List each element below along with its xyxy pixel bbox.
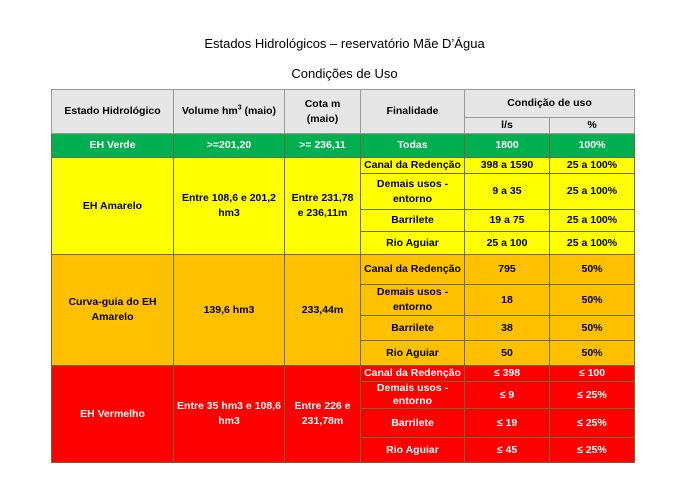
table-row: EH Amarelo Entre 108,6 e 201,2 hm3 Entre… xyxy=(51,157,635,255)
table-row: Rio Aguiar 50 50% xyxy=(52,340,635,366)
header-estado: Estado Hidrológico xyxy=(51,89,174,134)
pct-cell: 50% xyxy=(549,315,635,341)
table-row: Demais usos - entorno 9 a 35 25 a 100% xyxy=(52,173,635,210)
finalidade-cell: Barrilete xyxy=(360,209,465,232)
ls-cell: 38 xyxy=(464,315,550,341)
ls-cell: 398 a 1590 xyxy=(464,157,550,174)
pct-cell: 25 a 100% xyxy=(549,173,635,210)
volume-cell: 139,6 hm3 xyxy=(173,254,285,366)
finalidade-cell: Canal da Redenção xyxy=(360,365,465,382)
header-volume: Volume hm3 (maio) xyxy=(173,89,285,134)
table-row: Barrilete 19 a 75 25 a 100% xyxy=(52,209,635,232)
ls-cell: ≤ 398 xyxy=(464,365,550,382)
header-ls: l/s xyxy=(464,117,550,134)
header-cota: Cota m (maio) xyxy=(284,89,361,134)
ls-cell: 19 a 75 xyxy=(464,209,550,232)
ls-cell: 9 a 35 xyxy=(464,173,550,210)
table-row: Barrilete ≤ 19 ≤ 25% xyxy=(52,408,635,438)
estado-cell: EH Vermelho xyxy=(51,365,174,463)
pct-cell: 25 a 100% xyxy=(549,209,635,232)
ls-cell: 50 xyxy=(464,340,550,366)
finalidade-cell: Rio Aguiar xyxy=(360,231,465,255)
pct-cell: ≤ 25% xyxy=(549,437,635,463)
finalidade-cell: Demais usos - entorno xyxy=(360,284,465,316)
ls-cell: 25 a 100 xyxy=(464,231,550,255)
ls-cell: 18 xyxy=(464,284,550,316)
pct-cell: 50% xyxy=(549,284,635,316)
finalidade-cell: Todas xyxy=(360,133,465,158)
table-row: Rio Aguiar ≤ 45 ≤ 25% xyxy=(52,437,635,463)
table-row: Rio Aguiar 25 a 100 25 a 100% xyxy=(52,231,635,255)
ls-cell: ≤ 19 xyxy=(464,408,550,438)
finalidade-cell: Demais usos - entorno xyxy=(360,381,465,409)
estado-cell: EH Amarelo xyxy=(51,157,174,255)
finalidade-cell: Demais usos - entorno xyxy=(360,173,465,210)
finalidade-cell: Canal da Redenção xyxy=(360,157,465,174)
hydrological-states-table: Estado Hidrológico Volume hm3 (maio) Cot… xyxy=(51,89,635,463)
pct-cell: ≤ 25% xyxy=(549,408,635,438)
table-row: Demais usos - entorno ≤ 9 ≤ 25% xyxy=(52,381,635,409)
volume-cell: >=201,20 xyxy=(173,133,285,158)
document-title: Estados Hidrológicos – reservatório Mãe … xyxy=(204,36,485,51)
estado-cell: Curva-guia do EH Amarelo xyxy=(51,254,174,366)
pct-cell: 100% xyxy=(549,133,635,158)
ls-cell: ≤ 45 xyxy=(464,437,550,463)
cota-cell: >= 236,11 xyxy=(284,133,361,158)
finalidade-cell: Barrilete xyxy=(360,408,465,438)
document-subtitle: Condições de Uso xyxy=(291,66,398,81)
finalidade-cell: Canal da Redenção xyxy=(360,254,465,285)
pct-cell: 50% xyxy=(549,340,635,366)
pct-cell: ≤ 25% xyxy=(549,381,635,409)
finalidade-cell: Barrilete xyxy=(360,315,465,341)
pct-cell: 25 a 100% xyxy=(549,231,635,255)
pct-cell: 25 a 100% xyxy=(549,157,635,174)
volume-cell: Entre 35 hm3 e 108,6 hm3 xyxy=(173,365,285,463)
cota-cell: Entre 226 e 231,78m xyxy=(284,365,361,463)
table-row: EH Vermelho Entre 35 hm3 e 108,6 hm3 Ent… xyxy=(51,365,635,463)
estado-cell: EH Verde xyxy=(51,133,174,158)
pct-cell: ≤ 100 xyxy=(549,365,635,382)
ls-cell: 1800 xyxy=(464,133,550,158)
finalidade-cell: Rio Aguiar xyxy=(360,340,465,366)
pct-cell: 50% xyxy=(549,254,635,285)
volume-cell: Entre 108,6 e 201,2 hm3 xyxy=(173,157,285,255)
ls-cell: 795 xyxy=(464,254,550,285)
cota-cell: 233,44m xyxy=(284,254,361,366)
ls-cell: ≤ 9 xyxy=(464,381,550,409)
header-pct: % xyxy=(549,117,635,134)
table-row: EH Verde >=201,20 >= 236,11 Todas 1800 1… xyxy=(51,133,635,158)
header-condicao: Condição de uso xyxy=(464,89,635,118)
cota-cell: Entre 231,78 e 236,11m xyxy=(284,157,361,255)
finalidade-cell: Rio Aguiar xyxy=(360,437,465,463)
table-row: Curva-guia do EH Amarelo 139,6 hm3 233,4… xyxy=(51,254,635,366)
table-row: Barrilete 38 50% xyxy=(52,315,635,341)
header-finalidade: Finalidade xyxy=(360,89,465,134)
